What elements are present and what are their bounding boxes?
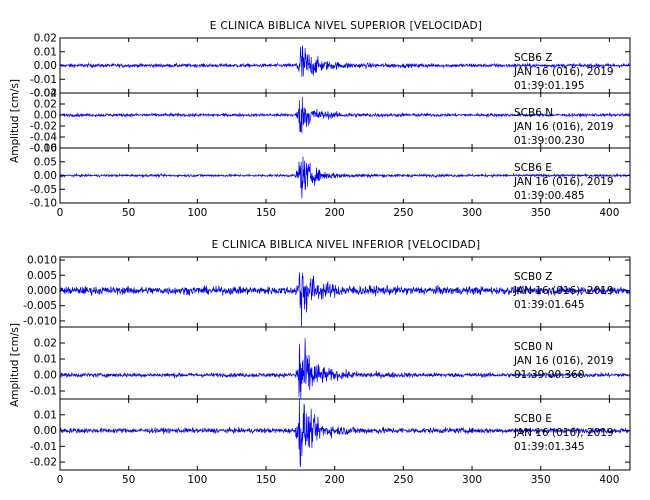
station-label: SCB6 E: [514, 162, 552, 174]
date-label: JAN 16 (016), 2019: [513, 355, 614, 367]
time-label: 01:39:00.360: [514, 369, 585, 381]
y-tick-label: 0.01: [34, 409, 57, 421]
time-label: 01:39:01.195: [514, 80, 585, 92]
panel-scb0-e: 0.01 0.00 -0.01 -0.02 SCB0 E JAN 16 (016), 20…: [30, 398, 631, 471]
x-tick-label: 150: [256, 474, 276, 486]
station-label: SCB0 Z: [514, 271, 552, 283]
lower-y-axis-label: Amplitud [cm/s]: [9, 323, 21, 407]
seismic-trace: [59, 272, 631, 328]
y-tick-label: -0.02: [30, 121, 57, 133]
y-tick-label: 0.00: [34, 60, 57, 72]
y-tick-label: 0.02: [34, 99, 57, 111]
x-tick-label: 400: [599, 474, 619, 486]
x-tick-label: 250: [393, 474, 413, 486]
lower-chart-title: E CLINICA BIBLICA NIVEL INFERIOR [VELOCI…: [212, 239, 481, 251]
panel-scb6-z: 0.020.01 0.00 -0.01 -0.02 SCB6 Z JAN 16 (016)…: [30, 33, 631, 100]
station-label: SCB0 E: [514, 413, 552, 425]
seismic-trace: [59, 338, 631, 400]
y-tick-label: -0.01: [30, 386, 57, 398]
lower-group: E CLINICA BIBLICA NIVEL INFERIOR [VELOCI…: [9, 239, 631, 486]
x-tick-label: 250: [393, 207, 413, 219]
x-tick-label: 50: [122, 474, 135, 486]
y-tick-label: -0.01: [30, 441, 57, 453]
panel-scb0-z: 0.010 0.005 0.000 -0.005 -0.010 SCB0 Z JAN 16 …: [23, 255, 631, 328]
seismic-trace: [59, 44, 631, 77]
y-tick-label: 0.00: [34, 170, 57, 182]
y-tick-label: 0.04: [34, 88, 58, 100]
x-tick-label: 200: [325, 207, 345, 219]
y-tick-label: 0.05: [34, 156, 57, 168]
time-label: 01:39:00.230: [514, 135, 585, 147]
x-tick-label: 150: [256, 207, 276, 219]
y-tick-label: 0.02: [34, 338, 57, 350]
y-tick-label: 0.00: [34, 370, 57, 382]
station-label: SCB0 N: [514, 341, 553, 353]
y-tick-label: 0.01: [34, 46, 57, 58]
y-tick-label: 0.01: [34, 354, 57, 366]
seismic-trace: [59, 156, 631, 199]
y-tick-label: -0.10: [30, 198, 57, 210]
y-tick-label: -0.06: [30, 143, 57, 155]
x-tick-label: 50: [122, 207, 135, 219]
y-tick-label: 0.02: [34, 33, 57, 45]
time-label: 01:39:01.345: [514, 441, 585, 453]
date-label: JAN 16 (016), 2019: [513, 427, 614, 439]
x-tick-label: 100: [187, 207, 207, 219]
x-tick-label: 0: [57, 474, 64, 486]
station-label: SCB6 Z: [514, 52, 552, 64]
panel-scb0-n: 0.02 0.01 0.00 -0.01 SCB0 N JAN 16 (016), 201…: [30, 326, 631, 400]
y-tick-label: 0.005: [27, 270, 57, 282]
x-tick-label: 350: [531, 207, 551, 219]
x-tick-label: 0: [57, 207, 64, 219]
date-label: JAN 16 (016), 2019: [513, 66, 614, 78]
seismic-trace: [59, 398, 631, 468]
y-tick-label: -0.01: [30, 74, 57, 86]
y-tick-label: -0.02: [30, 88, 57, 100]
y-tick-label: -0.005: [23, 300, 57, 312]
date-label: JAN 16 (016), 2019: [513, 121, 614, 133]
station-label: SCB6 N: [514, 107, 553, 119]
x-tick-label: 300: [462, 207, 482, 219]
x-tick-label: 350: [531, 474, 551, 486]
time-label: 01:39:01.645: [514, 299, 585, 311]
upper-group: E CLINICA BIBLICA NIVEL SUPERIOR [VELOCI…: [9, 20, 631, 219]
y-tick-label: 0.00: [34, 110, 57, 122]
date-label: JAN 16 (016), 2019: [513, 176, 614, 188]
y-tick-label: 0.00: [34, 425, 57, 437]
upper-y-axis-label: Amplitud [cm/s]: [9, 79, 21, 163]
y-tick-label: -0.05: [30, 184, 57, 196]
y-tick-label: -0.04: [30, 132, 57, 144]
time-label: 01:39:00.485: [514, 190, 585, 202]
y-tick-label: -0.010: [23, 315, 57, 327]
y-tick-label: 0.010: [27, 255, 57, 267]
upper-chart-title: E CLINICA BIBLICA NIVEL SUPERIOR [VELOCI…: [210, 20, 482, 32]
x-tick-label: 100: [187, 474, 207, 486]
date-label: JAN 16 (016), 2019: [513, 285, 614, 297]
x-tick-label: 200: [325, 474, 345, 486]
y-tick-label: -0.02: [30, 457, 57, 469]
x-tick-label: 300: [462, 474, 482, 486]
y-tick-label: 0.000: [27, 285, 57, 297]
panel-frame: [59, 398, 631, 471]
x-tick-label: 400: [599, 207, 619, 219]
panel-scb6-e: 0.100.05 0.00 -0.05 -0.10 SCB6 E JAN 16 (016)…: [30, 143, 631, 210]
seismic-trace: [59, 96, 631, 134]
y-tick-label: 0.10: [34, 143, 57, 155]
